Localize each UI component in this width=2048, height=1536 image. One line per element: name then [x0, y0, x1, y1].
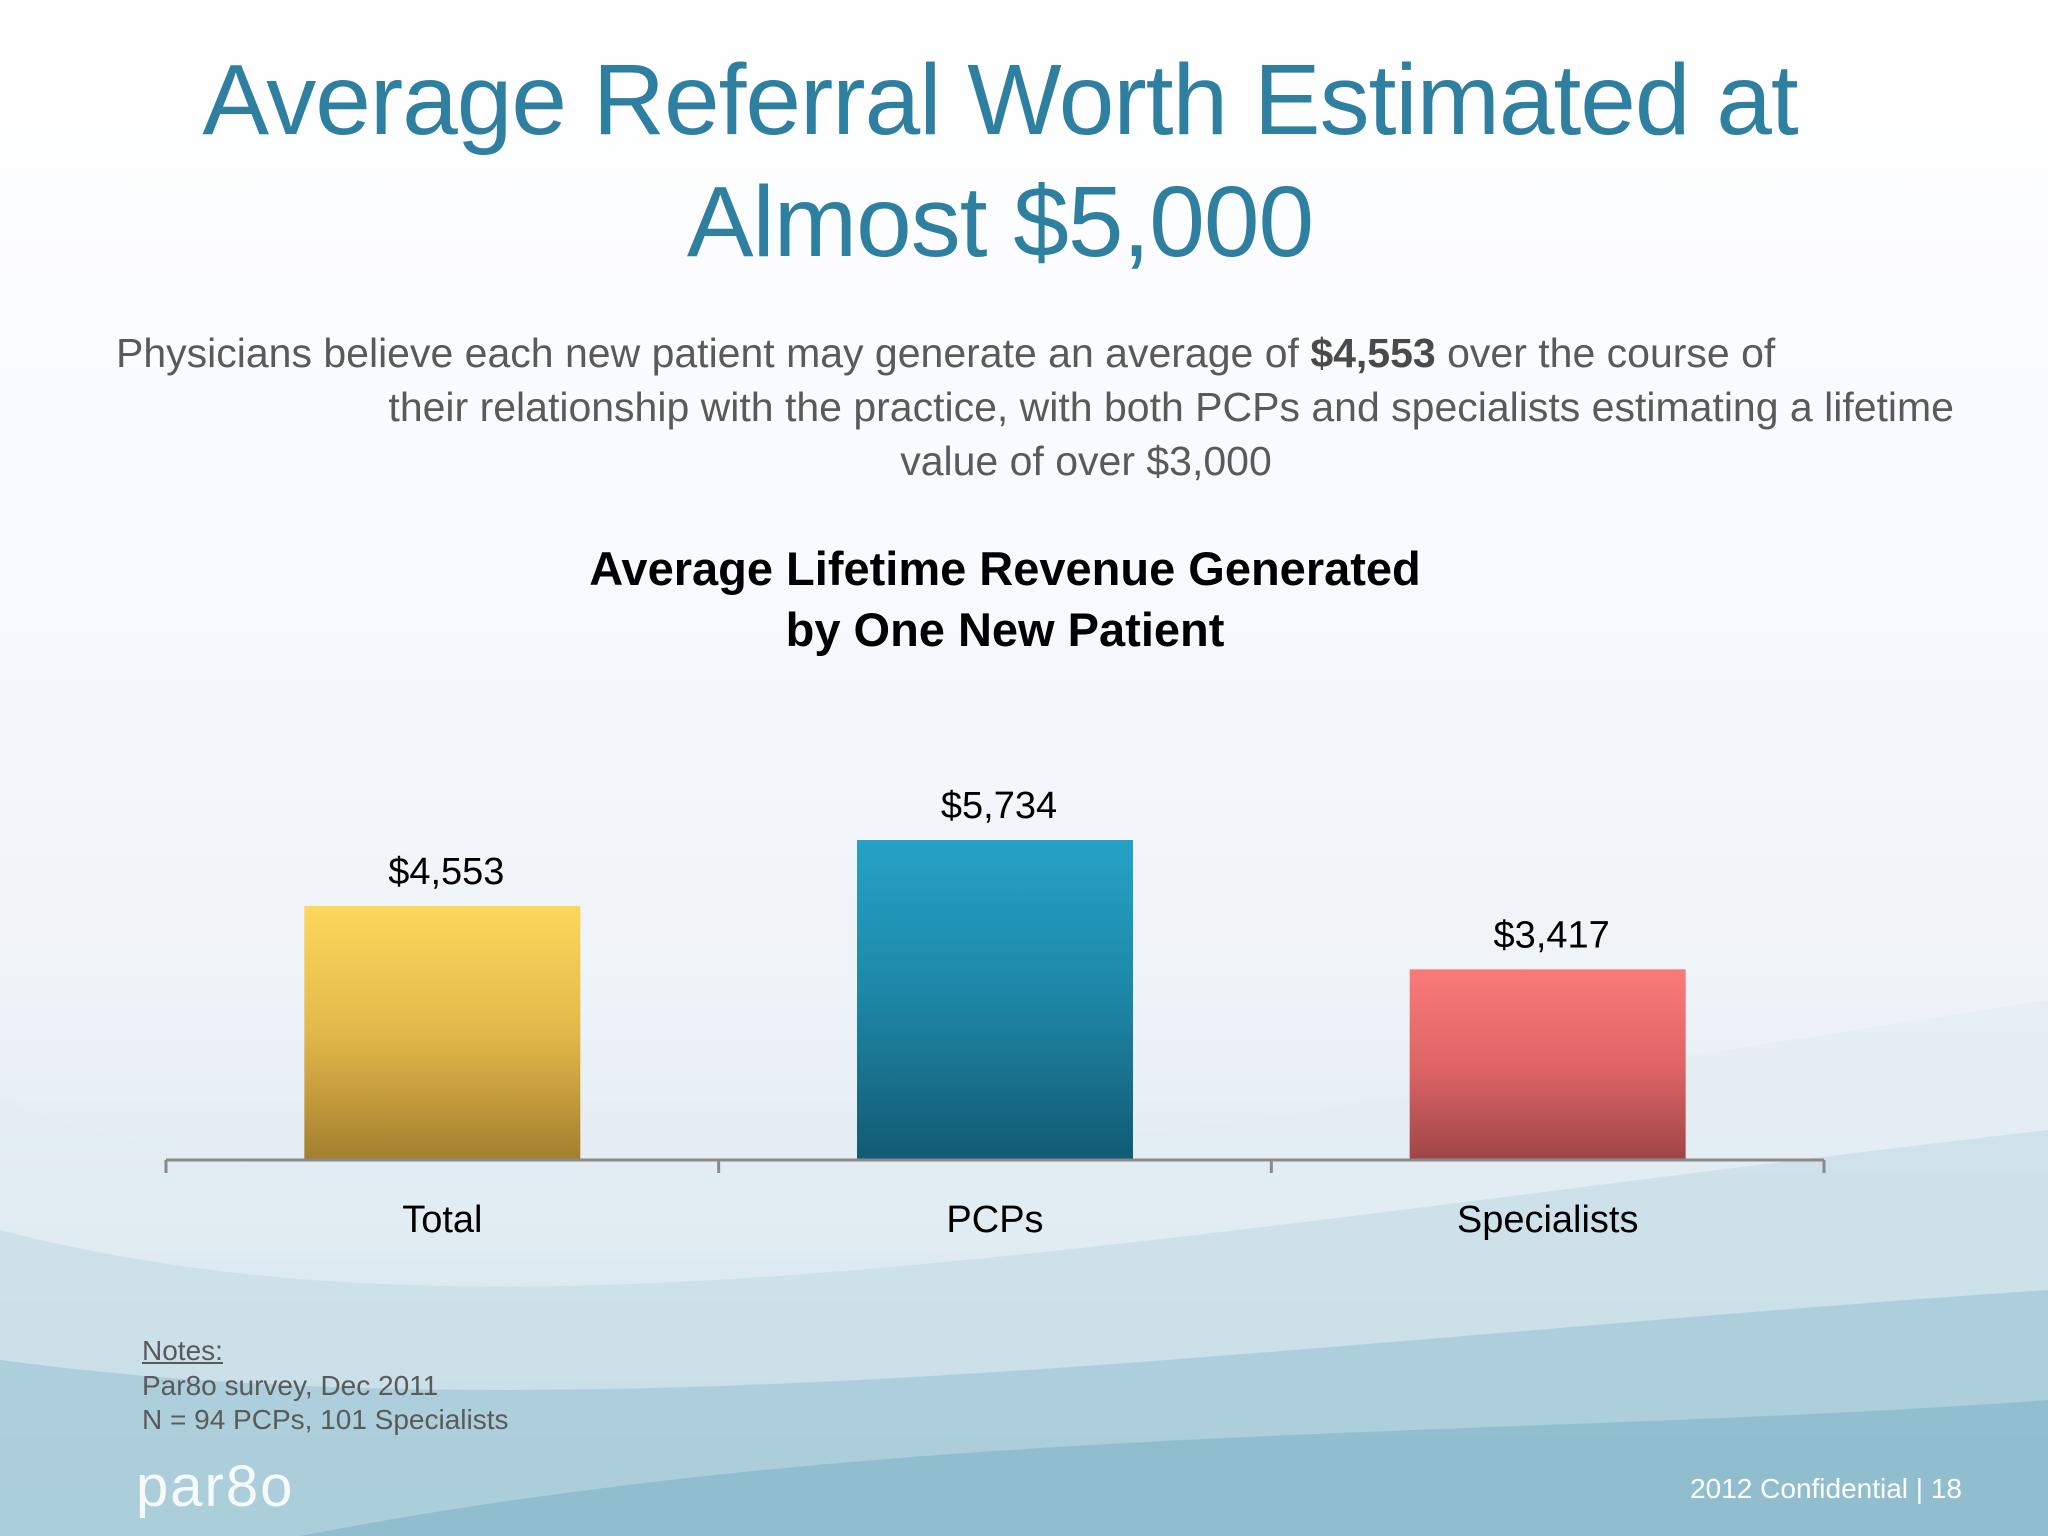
subtitle-text: over the course of — [1435, 330, 1776, 376]
subtitle-line-1: Physicians believe each new patient may … — [116, 326, 1775, 380]
notes-sample-size: N = 94 PCPs, 101 Specialists — [142, 1404, 509, 1435]
bar-specialists — [1409, 969, 1686, 1160]
data-label: $3,417 — [1494, 914, 1610, 956]
bar-total — [304, 905, 581, 1160]
chart-title-line-2: by One New Patient — [785, 603, 1225, 656]
notes-heading: Notes: — [142, 1335, 223, 1366]
data-label: $5,734 — [941, 785, 1057, 827]
notes-source: Par8o survey, Dec 2011 — [142, 1370, 439, 1401]
footer-confidential-page-number: 2012 Confidential | 18 — [1690, 1473, 1962, 1504]
chart-title-line-1: Average Lifetime Revenue Generated — [589, 542, 1421, 595]
tick-label: PCPs — [946, 1199, 1043, 1241]
subtitle-line-3: value of over $3,000 — [900, 438, 1272, 484]
subtitle-text: Physicians believe each new patient may … — [116, 330, 1311, 376]
subtitle-highlight: $4,553 — [1310, 330, 1436, 376]
subtitle-line-2: their relationship with the practice, wi… — [388, 384, 1954, 430]
company-logo: par8o — [136, 1454, 295, 1519]
tick-label: Total — [402, 1199, 482, 1241]
page-title-line-2: Almost $5,000 — [686, 166, 1314, 278]
bar-pcps — [857, 840, 1133, 1160]
data-label: $4,553 — [388, 851, 504, 893]
page-title-line-1: Average Referral Worth Estimated at — [202, 44, 1798, 156]
tick-label: Specialists — [1457, 1199, 1639, 1241]
